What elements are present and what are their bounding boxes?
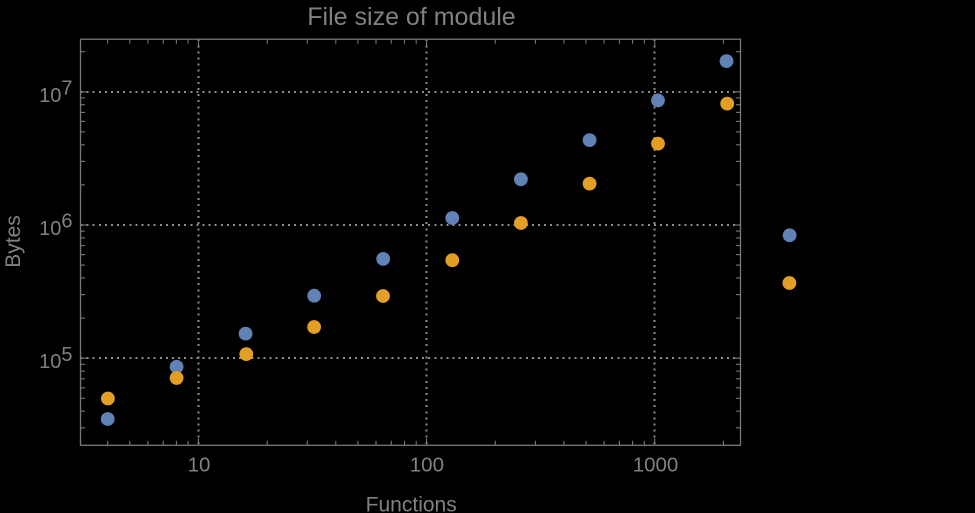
svg-text:10: 10 <box>188 454 211 477</box>
svg-text:File size of module: File size of module <box>307 3 515 31</box>
svg-text:Functions: Functions <box>366 493 457 513</box>
svg-text:1000: 1000 <box>633 454 679 477</box>
svg-text:Bytes: Bytes <box>2 215 25 268</box>
svg-text:100: 100 <box>410 454 444 477</box>
